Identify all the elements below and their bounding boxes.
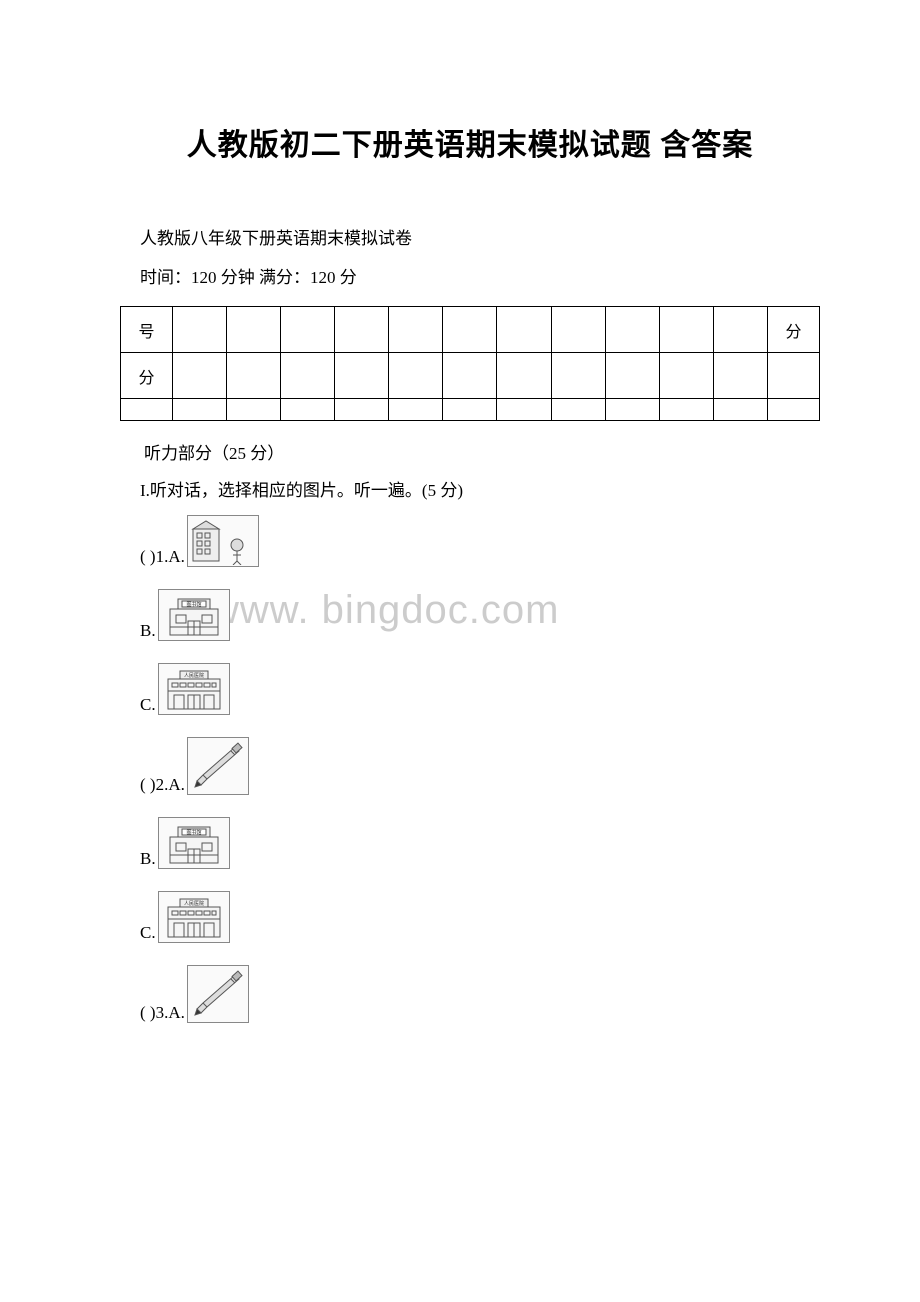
school-building-icon: [187, 515, 259, 567]
table-cell: [173, 307, 227, 353]
table-cell: [551, 307, 605, 353]
question-option-row: C. 人民医院: [120, 663, 820, 715]
table-cell: [443, 307, 497, 353]
table-cell: [713, 353, 767, 399]
table-cell: [497, 399, 551, 421]
question-option-row: ( )3.A.: [120, 965, 820, 1023]
section-instruction: I.听对话，选择相应的图片。听一遍。(5 分): [120, 476, 820, 501]
table-cell-header: 号: [121, 307, 173, 353]
table-cell: [713, 307, 767, 353]
option-label: B.: [140, 621, 156, 641]
question-option-row: C. 人民医院: [120, 891, 820, 943]
table-cell: [281, 307, 335, 353]
library-building-icon: 图书馆: [158, 589, 230, 641]
time-score-info: 时间：120 分钟 满分：120 分: [120, 263, 820, 288]
svg-text:图书馆: 图书馆: [186, 601, 201, 608]
table-cell: [659, 307, 713, 353]
table-cell: [281, 399, 335, 421]
table-cell: [281, 353, 335, 399]
hospital-building-icon: 人民医院: [158, 891, 230, 943]
table-cell-header: 分: [121, 353, 173, 399]
document-subtitle: 人教版八年级下册英语期末模拟试卷: [120, 224, 820, 249]
pencil-icon: [187, 737, 249, 795]
table-cell: [605, 353, 659, 399]
table-cell: [389, 307, 443, 353]
table-cell: [227, 307, 281, 353]
table-cell: [768, 353, 820, 399]
table-cell: [713, 399, 767, 421]
table-cell: [605, 307, 659, 353]
table-cell: [335, 399, 389, 421]
table-cell: [121, 399, 173, 421]
question-option-row: B. 图书馆: [120, 589, 820, 641]
table-row: [121, 399, 820, 421]
question-option-row: B. 图书馆: [120, 817, 820, 869]
table-cell: [335, 307, 389, 353]
table-cell: [443, 399, 497, 421]
option-label: C.: [140, 923, 156, 943]
document-title: 人教版初二下册英语期末模拟试题 含答案: [120, 120, 820, 164]
table-cell: [605, 399, 659, 421]
pencil-icon: [187, 965, 249, 1023]
question-option-row: ( )2.A.: [120, 737, 820, 795]
svg-text:人民医院: 人民医院: [184, 672, 204, 679]
option-label: B.: [140, 849, 156, 869]
option-label: C.: [140, 695, 156, 715]
table-cell: [173, 353, 227, 399]
table-cell: [551, 353, 605, 399]
table-cell: [389, 399, 443, 421]
table-cell: [227, 399, 281, 421]
table-cell: [659, 399, 713, 421]
question-label: ( )1.A.: [140, 547, 185, 567]
table-cell: [768, 399, 820, 421]
hospital-building-icon: 人民医院: [158, 663, 230, 715]
table-row: 号 分: [121, 307, 820, 353]
table-cell: [335, 353, 389, 399]
library-building-icon: 图书馆: [158, 817, 230, 869]
question-label: ( )2.A.: [140, 775, 185, 795]
svg-text:图书馆: 图书馆: [186, 829, 201, 836]
table-cell: [497, 353, 551, 399]
table-cell-header: 分: [768, 307, 820, 353]
table-cell: [659, 353, 713, 399]
table-row: 分: [121, 353, 820, 399]
table-cell: [227, 353, 281, 399]
question-option-row: ( )1.A.: [120, 515, 820, 567]
listening-section-header: 听力部分（25 分）: [120, 439, 820, 464]
table-cell: [497, 307, 551, 353]
table-cell: [173, 399, 227, 421]
document-content: 人教版初二下册英语期末模拟试题 含答案 人教版八年级下册英语期末模拟试卷 时间：…: [120, 120, 820, 1023]
question-label: ( )3.A.: [140, 1003, 185, 1023]
table-cell: [443, 353, 497, 399]
table-cell: [389, 353, 443, 399]
score-table: 号 分 分: [120, 306, 820, 421]
svg-text:人民医院: 人民医院: [184, 900, 204, 907]
table-cell: [551, 399, 605, 421]
